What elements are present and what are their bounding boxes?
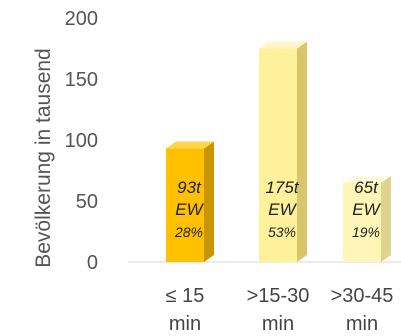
bar-top xyxy=(259,41,307,49)
data-label-unit: EW xyxy=(268,200,297,219)
category-label-unit: min xyxy=(346,313,378,335)
category-label-unit: min xyxy=(262,313,294,335)
category-labels: ≤ 15 min >15-30 min >30-45 min xyxy=(166,285,394,335)
y-tick-label: 100 xyxy=(65,130,98,152)
category-label: >15-30 xyxy=(247,285,310,307)
data-label-value: 65t xyxy=(354,178,379,197)
bar-side xyxy=(297,41,307,262)
data-label-value: 175t xyxy=(265,178,299,197)
data-label-value: 93t xyxy=(177,178,202,197)
bar-side xyxy=(381,175,391,262)
y-axis-label: Bevölkerung in tausend xyxy=(32,48,55,268)
y-tick-label: 50 xyxy=(76,191,98,213)
category-label: >30-45 xyxy=(331,285,394,307)
bar-2: 175t EW 53% xyxy=(259,41,307,262)
data-label-share: 19% xyxy=(352,224,380,240)
bar-front xyxy=(343,182,381,262)
y-axis-ticks: 0 50 100 150 200 xyxy=(65,8,98,274)
bar-1: 93t EW 28% xyxy=(166,141,214,262)
y-tick-label: 0 xyxy=(87,252,98,274)
bar-front xyxy=(259,48,297,262)
data-label-unit: EW xyxy=(352,200,381,219)
bar-top xyxy=(343,175,391,183)
data-label-share: 53% xyxy=(268,224,296,240)
category-label-unit: min xyxy=(169,313,201,335)
bar-side xyxy=(204,141,214,262)
data-label-share: 28% xyxy=(174,224,203,240)
data-label-unit: EW xyxy=(175,200,204,219)
category-label: ≤ 15 xyxy=(166,285,205,307)
bars-group: 93t EW 28% 175t EW 53% 65t EW 19% xyxy=(166,41,391,262)
y-tick-label: 150 xyxy=(65,69,98,91)
y-tick-label: 200 xyxy=(65,8,98,30)
bar-front xyxy=(166,148,204,262)
bar-3: 65t EW 19% xyxy=(343,175,391,262)
bar-top xyxy=(166,141,214,149)
